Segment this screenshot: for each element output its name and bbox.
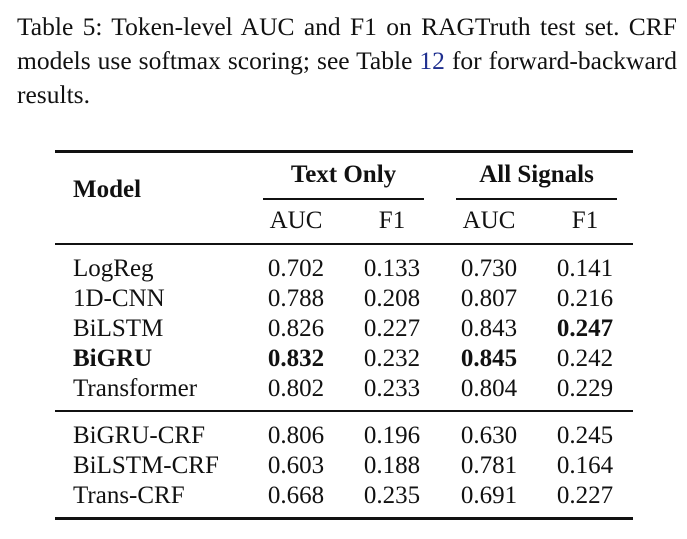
table-cell: 0.245 — [556, 422, 614, 449]
table-cell: 0.216 — [556, 285, 614, 312]
table-cell-best: 0.247 — [556, 315, 614, 342]
table-row-model: BiGRU-CRF — [73, 422, 205, 449]
table-cell: 0.730 — [460, 255, 518, 282]
table-cell: 0.232 — [363, 345, 421, 372]
table-row-model: 1D-CNN — [73, 285, 165, 312]
caption-label: Table 5: — [17, 12, 103, 41]
caption-text-end: for forward-backward results. — [17, 46, 677, 109]
table-row-model: Transformer — [73, 375, 198, 402]
table-row-model: LogReg — [73, 255, 154, 282]
table-row-model: BiLSTM — [73, 315, 164, 342]
table-cell: 0.781 — [460, 452, 518, 479]
group-separator-rule — [55, 410, 633, 412]
bottom-rule — [55, 517, 633, 520]
table-cell: 0.188 — [363, 452, 421, 479]
all-signals-cmidrule — [456, 198, 617, 200]
group-header-text-only: Text Only — [290, 161, 397, 188]
table-cell: 0.702 — [267, 255, 325, 282]
table-cell: 0.208 — [363, 285, 421, 312]
text-only-cmidrule — [263, 198, 424, 200]
table-cell: 0.668 — [267, 482, 325, 509]
table-cell: 0.630 — [460, 422, 518, 449]
table-cell: 0.691 — [460, 482, 518, 509]
table-cell: 0.806 — [267, 422, 325, 449]
table-cell: 0.164 — [556, 452, 614, 479]
table-cell: 0.807 — [460, 285, 518, 312]
table-cell-best: 0.845 — [460, 345, 518, 372]
table-cell-best: 0.832 — [267, 345, 325, 372]
table-cell: 0.133 — [363, 255, 421, 282]
group-header-all-signals: All Signals — [479, 161, 594, 188]
table-cell: 0.233 — [363, 375, 421, 402]
table-reference-link[interactable]: 12 — [419, 46, 445, 75]
table-row-model: Trans-CRF — [73, 482, 185, 509]
table-cell: 0.141 — [556, 255, 614, 282]
table-cell: 0.788 — [267, 285, 325, 312]
table-cell: 0.227 — [363, 315, 421, 342]
caption-text: Token-level AUC and F1 on RAGTruth test … — [17, 12, 677, 75]
subheader-f1-all: F1 — [571, 207, 599, 234]
subheader-auc-text: AUC — [269, 207, 323, 234]
table-cell: 0.826 — [267, 315, 325, 342]
table-cell: 0.603 — [267, 452, 325, 479]
table-cell: 0.843 — [460, 315, 518, 342]
model-header: Model — [73, 176, 142, 203]
top-rule — [55, 150, 633, 153]
table-caption: Table 5: Token-level AUC and F1 on RAGTr… — [17, 10, 677, 112]
table-cell: 0.196 — [363, 422, 421, 449]
table-row-model-best: BiGRU — [73, 345, 153, 372]
table-cell: 0.227 — [556, 482, 614, 509]
table-cell: 0.802 — [267, 375, 325, 402]
subheader-f1-text: F1 — [378, 207, 406, 234]
subheader-auc-all: AUC — [462, 207, 516, 234]
table-row-model: BiLSTM-CRF — [73, 452, 219, 479]
table-cell: 0.804 — [460, 375, 518, 402]
table-cell: 0.242 — [556, 345, 614, 372]
header-rule — [55, 243, 633, 245]
table-cell: 0.235 — [363, 482, 421, 509]
table-cell: 0.229 — [556, 375, 614, 402]
